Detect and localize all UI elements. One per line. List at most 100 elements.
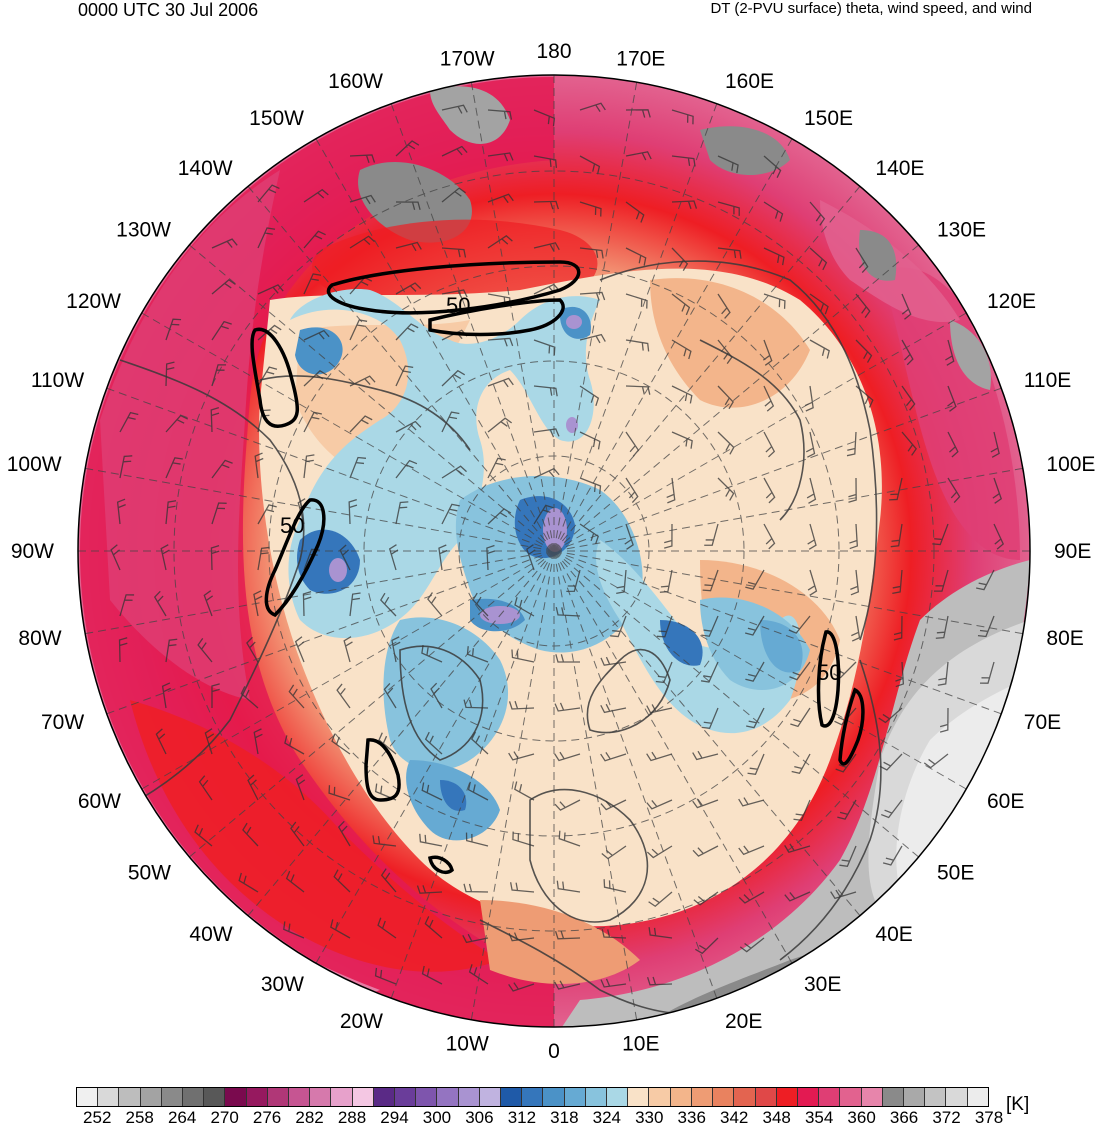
wind-barb [349, 375, 376, 387]
wind-barb [554, 980, 581, 990]
wind-barb [328, 785, 351, 801]
wind-barb [744, 615, 765, 636]
wind-barb [947, 385, 957, 412]
colorbar-tick-label: 324 [592, 1108, 621, 1127]
wind-barb [349, 592, 361, 617]
wind-barb [809, 201, 826, 226]
wind-barb [395, 501, 409, 525]
wind-barb [979, 661, 995, 684]
wind-barb [763, 247, 785, 266]
wind-barb [512, 831, 535, 847]
colorbar-swatch [161, 1088, 184, 1106]
wind-barb [424, 916, 443, 939]
colorbar-swatch [628, 1088, 650, 1106]
wind-barb [554, 799, 581, 811]
colorbar-tick-label: 294 [380, 1108, 409, 1127]
wind-barb [625, 293, 648, 309]
wind-barb [809, 247, 828, 271]
wind-barb [165, 500, 177, 525]
wind-barb [441, 465, 467, 479]
wind-barb [879, 753, 903, 771]
meridian-line [470, 82, 555, 552]
wind-barb [204, 728, 215, 755]
wind-barb [837, 799, 857, 820]
wind-barb [197, 638, 213, 663]
meridian-label: 80E [1046, 627, 1083, 650]
meridian-line [470, 550, 555, 1020]
meridian-line [85, 550, 555, 635]
wind-barb [625, 339, 650, 352]
meridian-line [553, 387, 1002, 552]
wind-barb [835, 753, 857, 773]
wind-barb [339, 544, 351, 571]
wind-barb [284, 735, 305, 755]
colorbar-swatch [903, 1088, 926, 1106]
colorbar-tick-label: 312 [507, 1108, 537, 1127]
wind-barb [374, 967, 397, 985]
wind-barb [161, 682, 172, 709]
meridian-line [315, 550, 555, 964]
wind-barb [509, 882, 535, 893]
meridian-line [553, 312, 967, 552]
colorbar-swatch [267, 1088, 290, 1106]
wind-barb [211, 459, 233, 479]
colorbar-swatch [183, 1088, 205, 1106]
wind-barb [855, 247, 869, 274]
wind-barb [893, 615, 903, 641]
colorbar-swatch [649, 1088, 671, 1106]
colorbar-ticks: 252 258 264 270 276 282 288 294 300 306 312 318 324 3… [76, 1108, 1003, 1127]
wind-barb [646, 845, 673, 859]
wind-barb [246, 636, 259, 663]
wind-barb [533, 200, 559, 210]
wind-barb [901, 431, 917, 456]
wind-barb [421, 782, 443, 801]
wind-barb [717, 477, 735, 501]
wind-barb [659, 569, 673, 593]
meridian-label: 30W [261, 973, 304, 996]
product-title: DT (2-PVU surface) theta, wind speed, an… [710, 0, 1032, 17]
wind-barb [210, 406, 220, 433]
wind-barb [416, 885, 443, 894]
wind-barb [763, 431, 776, 458]
wind-barb [717, 431, 735, 455]
wind-barb [945, 339, 955, 366]
wind-barb [704, 523, 719, 546]
wind-barb [257, 184, 280, 203]
wind-barb [625, 477, 639, 503]
meridian-label: 140E [875, 157, 924, 180]
wind-barb [165, 318, 182, 341]
wind-barb [533, 428, 560, 438]
wind-barb [717, 201, 740, 216]
colorbar-swatch [119, 1088, 141, 1106]
wind-barb [600, 752, 627, 762]
wind-barb [253, 728, 263, 755]
wind-barb [395, 241, 422, 252]
wind-barb [395, 201, 421, 210]
wind-barb [834, 707, 857, 726]
wind-barb [380, 868, 397, 893]
wind-barb [303, 273, 322, 295]
meridian-line [141, 550, 555, 790]
wind-barb [395, 140, 420, 157]
contour-label: 50 [817, 660, 841, 685]
meridian-line [553, 550, 718, 999]
wind-speed-contours [250, 260, 865, 875]
wind-barb [603, 879, 627, 893]
wind-barb [349, 194, 376, 205]
wind-barb [646, 704, 673, 714]
wind-barb [395, 282, 422, 295]
wind-barb [285, 870, 305, 893]
wind-barb [508, 982, 535, 992]
wind-barb [421, 645, 443, 663]
parallel-circle [458, 455, 650, 647]
theta-field: 50 50 50 [78, 75, 1030, 1027]
wind-barb [625, 247, 647, 266]
wind-barb [337, 820, 351, 847]
colorbar-swatch [840, 1088, 862, 1106]
wind-barb [745, 569, 765, 590]
wind-barb [165, 638, 178, 663]
wind-barb [671, 247, 689, 272]
colorbar-swatch [670, 1088, 692, 1106]
meridian-label: 100E [1046, 453, 1095, 476]
meridian-label: 170W [440, 48, 495, 71]
